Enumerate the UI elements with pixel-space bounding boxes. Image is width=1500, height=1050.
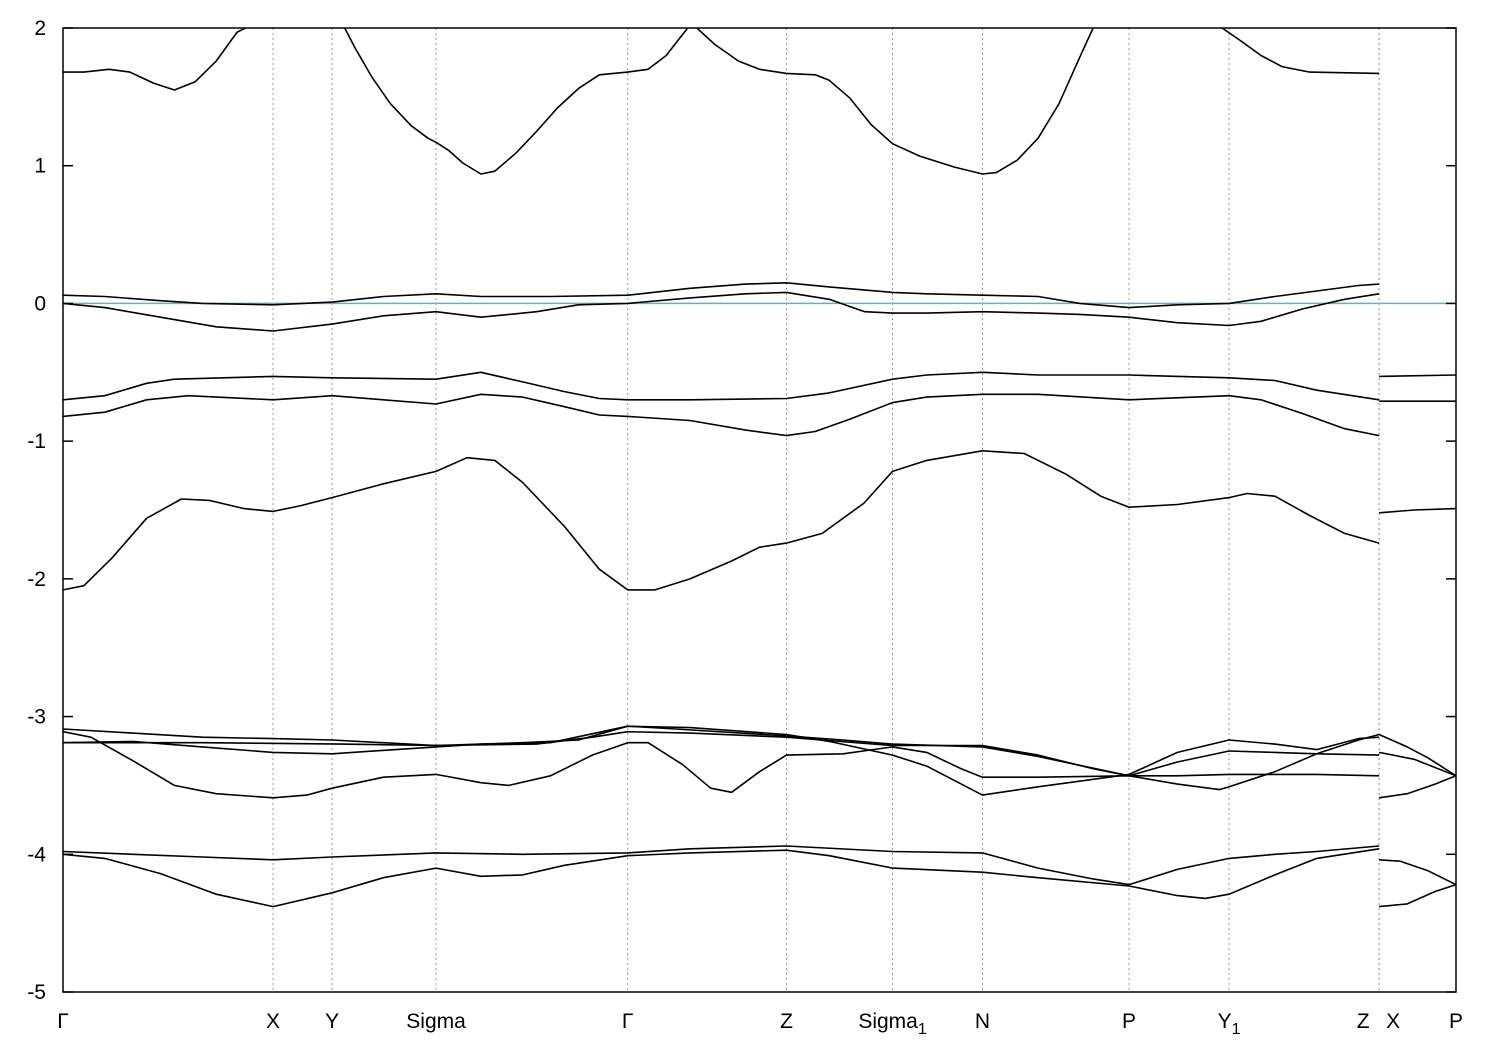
x-tick-subscript: 1 [918, 1021, 927, 1038]
band-line [63, 728, 1380, 777]
band-line [63, 393, 1380, 437]
band-line [63, 725, 1380, 777]
x-tick-label: N [975, 1010, 990, 1033]
band-line [63, 371, 1380, 401]
band-line [1379, 883, 1456, 908]
y-tick-label: -2 [27, 568, 46, 591]
y-tick-label: -5 [27, 981, 46, 1004]
band-line [343, 28, 689, 175]
band-line [63, 291, 1380, 332]
x-tick-label: X [1386, 1010, 1400, 1033]
x-tick-label: Sigma [406, 1010, 466, 1033]
y-tick-label: 0 [34, 292, 46, 315]
x-tick-label: Y [325, 1010, 339, 1033]
x-tick-subscript: 1 [1232, 1021, 1241, 1038]
y-tick-label: 1 [34, 155, 46, 178]
band-line [1378, 751, 1456, 777]
y-axis: -5 -4 -3 -2 -1 0 1 2 [27, 17, 1456, 1004]
band-line [1221, 28, 1380, 75]
x-tick-label: Z [1357, 1010, 1370, 1033]
x-tick-label: Γ [57, 1010, 69, 1033]
y-tick-label: -3 [27, 706, 46, 729]
y-tick-label: -1 [27, 430, 46, 453]
band-line [63, 730, 1380, 799]
band-line [63, 848, 1380, 908]
y-tick-label: -4 [27, 843, 46, 866]
band-line [696, 28, 1094, 175]
band-line [63, 282, 1380, 309]
band-line [1378, 733, 1456, 777]
band-line [1379, 507, 1456, 514]
x-tick-label: P [1449, 1010, 1463, 1033]
plot-frame [62, 27, 1457, 993]
x-tick-label: X [266, 1010, 280, 1033]
x-tick-label: Z [780, 1010, 793, 1033]
band-lines [63, 28, 1456, 908]
band-line [63, 450, 1380, 591]
x-tick-label: Γ [622, 1010, 634, 1033]
band-line [63, 845, 1380, 886]
y-tick-label: 2 [34, 17, 46, 40]
band-line [1379, 859, 1456, 886]
band-line [1379, 374, 1456, 378]
band-line [63, 28, 246, 91]
band-line [1378, 775, 1456, 799]
x-tick-label: P [1122, 1010, 1136, 1033]
kpoint-gridlines [272, 28, 1380, 992]
band-line [63, 725, 1380, 796]
